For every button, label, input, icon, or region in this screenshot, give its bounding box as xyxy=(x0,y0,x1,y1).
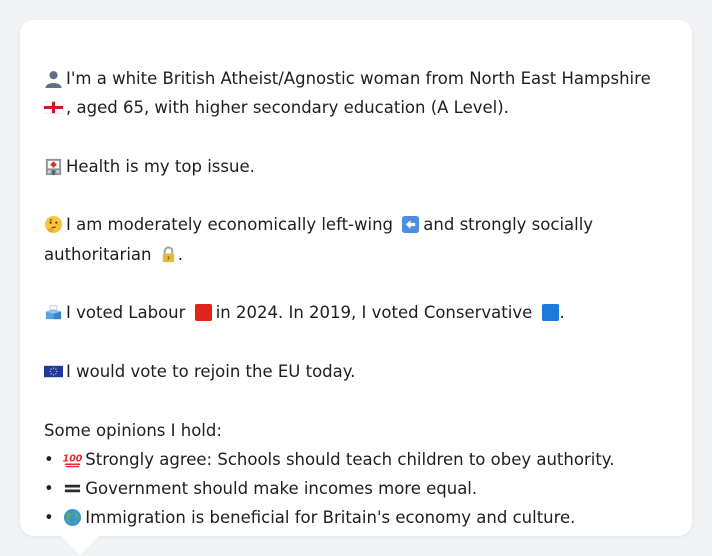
svg-text:100: 100 xyxy=(63,453,82,464)
economics-paragraph: I am moderately economically left-wing a… xyxy=(44,215,594,264)
person-icon xyxy=(44,69,63,88)
eu-flag-icon xyxy=(44,362,63,381)
intro-line-2: , aged 65, with higher secondary educati… xyxy=(44,93,692,122)
padlock-icon xyxy=(159,245,178,264)
persona-text: I'm a white British Atheist/Agnostic wom… xyxy=(44,64,692,533)
left-arrow-icon xyxy=(401,215,420,234)
equals-icon xyxy=(63,479,82,498)
eu-paragraph: I would vote to rejoin the EU today. xyxy=(44,357,692,386)
bullet: • xyxy=(44,449,54,469)
health-paragraph: Health is my top issue. xyxy=(44,152,692,181)
opinion-item: • Immigration is beneficial for Britain'… xyxy=(44,503,692,532)
globe-icon xyxy=(63,508,82,527)
england-flag-icon xyxy=(44,98,63,117)
bullet: • xyxy=(44,479,54,499)
ballot-box-icon xyxy=(44,303,63,322)
conservative-blue-square-icon xyxy=(541,303,560,322)
speech-bubble-tail xyxy=(60,535,100,555)
opinion-item: • 100 Strongly agree: Schools should tea… xyxy=(44,445,692,474)
intro-line-1: I'm a white British Atheist/Agnostic wom… xyxy=(44,64,692,93)
hospital-icon xyxy=(44,157,63,176)
opinions-header: Some opinions I hold: xyxy=(44,420,222,440)
vote-paragraph: I voted Labour in 2024. In 2019, I voted… xyxy=(44,298,692,327)
persona-card: I'm a white British Atheist/Agnostic wom… xyxy=(20,20,692,555)
opinions-paragraph: Some opinions I hold: • 100 Strongly agr… xyxy=(44,416,692,533)
intro-paragraph: I'm a white British Atheist/Agnostic wom… xyxy=(44,64,692,123)
thinking-face-icon xyxy=(44,215,63,234)
hundred-points-icon: 100 xyxy=(63,450,82,469)
bullet: • xyxy=(44,508,54,528)
opinion-item: • Government should make incomes more eq… xyxy=(44,474,692,503)
labour-red-square-icon xyxy=(194,303,213,322)
